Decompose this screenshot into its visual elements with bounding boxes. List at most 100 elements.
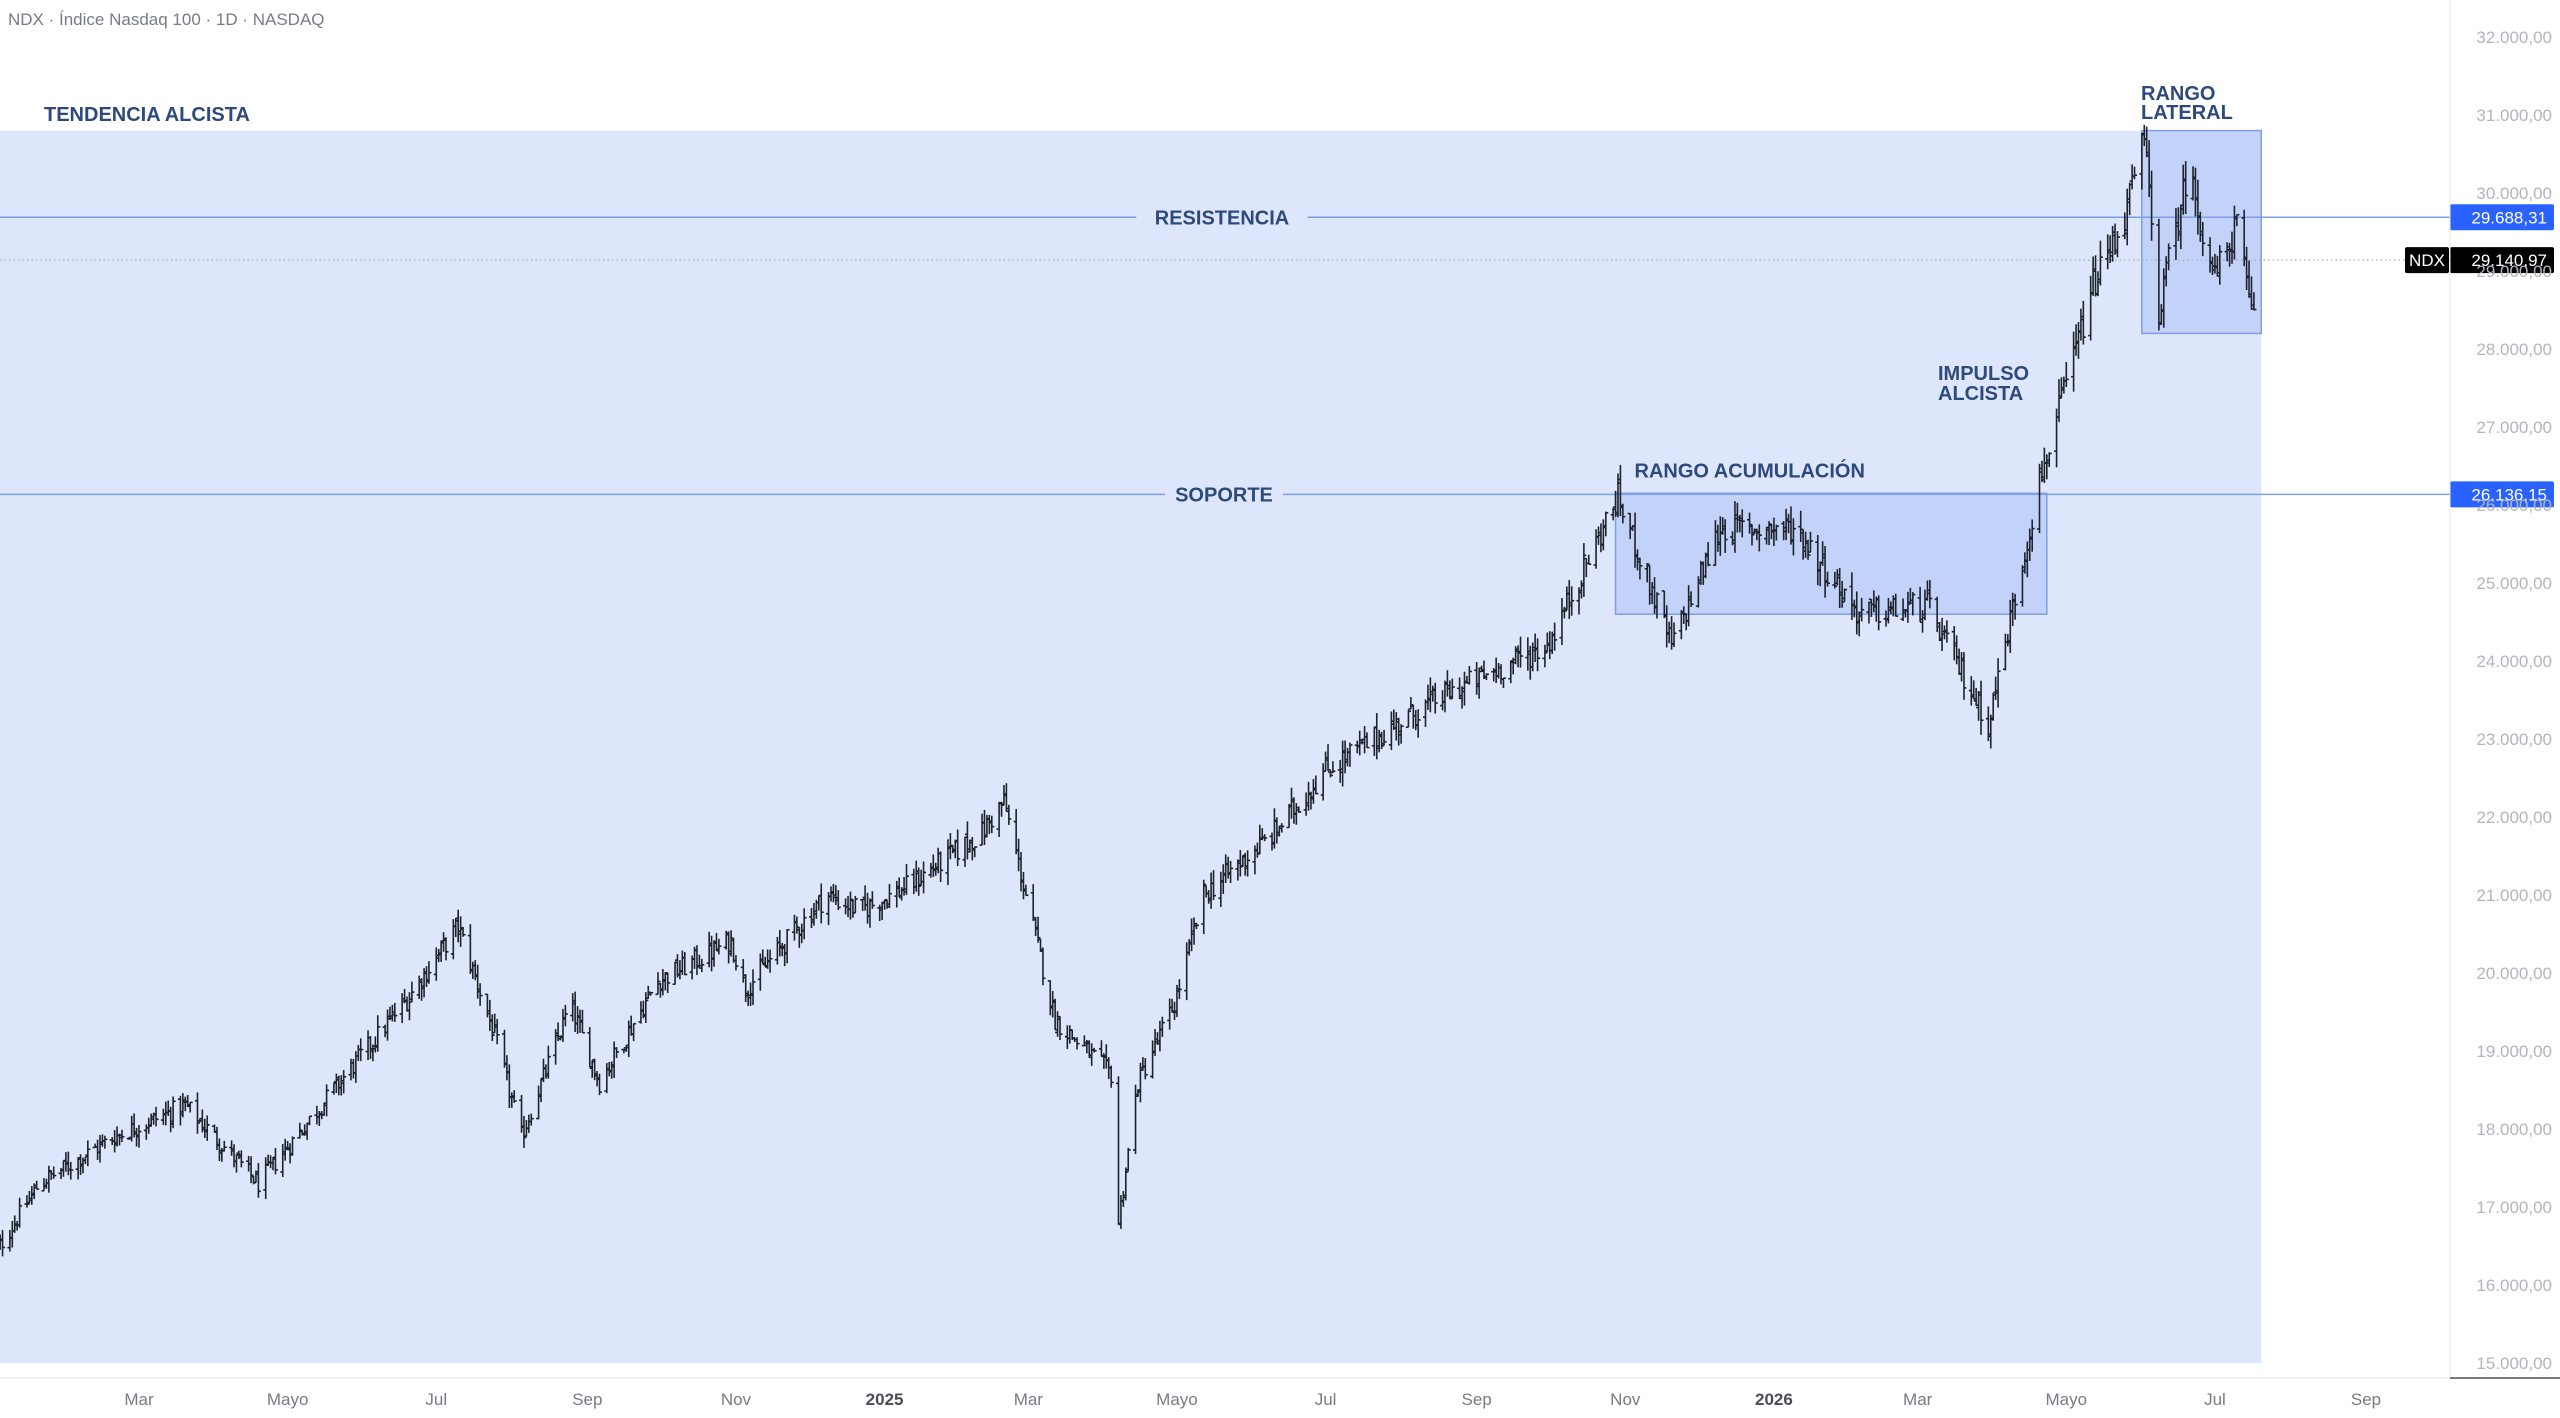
ohlc-bar [1542,644,1548,668]
last-price-tag [2450,247,2554,274]
ohlc-bar [955,829,961,866]
ohlc-bar [1825,571,1831,587]
ohlc-bar [886,883,892,908]
ohlc-bar [1432,682,1438,714]
ohlc-bar [324,1084,330,1117]
ohlc-bar [631,1022,637,1042]
ohlc-bar [477,983,483,1006]
symbol-tag [2405,247,2449,274]
ohlc-bar [2046,452,2052,467]
ohlc-bar [1978,680,1984,735]
ohlc-bar [136,1124,142,1148]
ohlc-bar [1057,1015,1063,1041]
y-tick-label: 31.000,00 [2476,106,2552,125]
ohlc-bar [1790,518,1796,556]
trend-zone-label: TENDENCIA ALCISTA [44,104,250,126]
x-tick-label: Mar [1014,1390,1044,1409]
ohlc-bar [1671,622,1677,648]
ohlc-bar [1125,1147,1131,1172]
accumulation-range-label: RANGO ACUMULACIÓN [1635,458,1865,482]
level-line-label: RESISTENCIA [1155,207,1289,229]
impulse-label: IMPULSO [1938,363,2029,385]
trend-zone[interactable] [0,130,2262,1364]
x-tick-label: Sep [1462,1390,1492,1409]
ohlc-bar [358,1038,364,1062]
ohlc-bar [170,1096,176,1129]
ohlc-bar [1325,744,1331,771]
ohlc-bar [852,895,858,914]
ohlc-bar [1228,860,1234,884]
ohlc-bar [494,1018,500,1045]
ohlc-bar [1405,709,1411,728]
ohlc-bar [1859,597,1865,622]
ohlc-bar [699,958,705,973]
x-tick-label: Mar [124,1390,154,1409]
x-tick-label: Mayo [2046,1390,2088,1409]
ohlc-bar [1296,806,1302,813]
x-tick-label: Mayo [1156,1390,1198,1409]
ohlc-bar [1807,531,1813,553]
level-price-tag-value: 29.688,31 [2471,208,2547,227]
ohlc-bar [1552,622,1558,651]
y-tick-label: 19.000,00 [2476,1042,2552,1061]
y-tick-label: 25.000,00 [2476,574,2552,593]
ohlc-bar [1500,677,1506,689]
level-lines-layer [0,216,2450,496]
ohlc-bar [665,972,671,994]
ohlc-bar [1876,595,1882,631]
ohlc-bar [521,1115,527,1148]
x-tick-label: Jul [2204,1390,2226,1409]
ohlc-bar [1961,652,1967,700]
ohlc-bar [1123,1167,1129,1201]
level-price-tag [2450,481,2554,508]
y-tick-label: 20.000,00 [2476,964,2552,983]
ohlc-bar [1637,557,1643,580]
ohlc-bar [255,1163,261,1198]
ohlc-bar [2149,170,2155,241]
ohlc-bar [2029,519,2035,552]
y-tick-label: 15.000,00 [2476,1354,2552,1373]
ohlc-bar [153,1106,159,1127]
ohlc-bar [1347,742,1353,767]
ohlc-bar [1142,1058,1148,1080]
ohlc-bar [1518,636,1524,668]
x-tick-label: Jul [425,1390,447,1409]
range-zone-1[interactable] [1614,492,2048,615]
x-tick-label: 2026 [1755,1390,1793,1409]
x-tick-label: 2025 [866,1390,904,1409]
ohlc-bar [1773,524,1779,541]
ohlc-bar [733,955,739,971]
ohlc-bar [1586,554,1592,565]
y-tick-label: 17.000,00 [2476,1198,2552,1217]
ohlc-bar [426,961,432,984]
ohlc-bar [187,1101,193,1113]
ohlc-bar [17,1197,23,1228]
ohlc-bar [1722,519,1728,553]
ohlc-bar [1159,1016,1165,1037]
x-tick-label: Mayo [267,1390,309,1409]
y-tick-label: 21.000,00 [2476,886,2552,905]
ohlc-bar [801,908,807,940]
ohlc-bar [102,1135,108,1149]
ohlc-bar [750,969,756,1005]
ohlc-bar [1688,591,1694,608]
ohlc-bar [869,891,875,909]
ohlc-bar [1379,731,1385,750]
ohlc-bar [1327,770,1333,778]
level-price-tag [2450,204,2554,231]
y-tick-label: 22.000,00 [2476,808,2552,827]
ohlc-bar [2114,231,2120,258]
x-tick-label: Nov [721,1390,752,1409]
ohlc-bar [1893,593,1899,617]
ohlc-bar [1842,588,1848,602]
ohlc-bar [1108,1065,1114,1088]
ohlc-bar [1074,1037,1080,1050]
level-line-label: SOPORTE [1175,484,1273,506]
ohlc-bar [916,867,922,896]
ohlc-bar [1910,592,1916,616]
ohlc-bar [341,1070,347,1094]
ohlc-bar [545,1045,551,1079]
ohlc-bar [1035,916,1041,943]
last-price-tag-value: 29.140,97 [2471,251,2547,270]
